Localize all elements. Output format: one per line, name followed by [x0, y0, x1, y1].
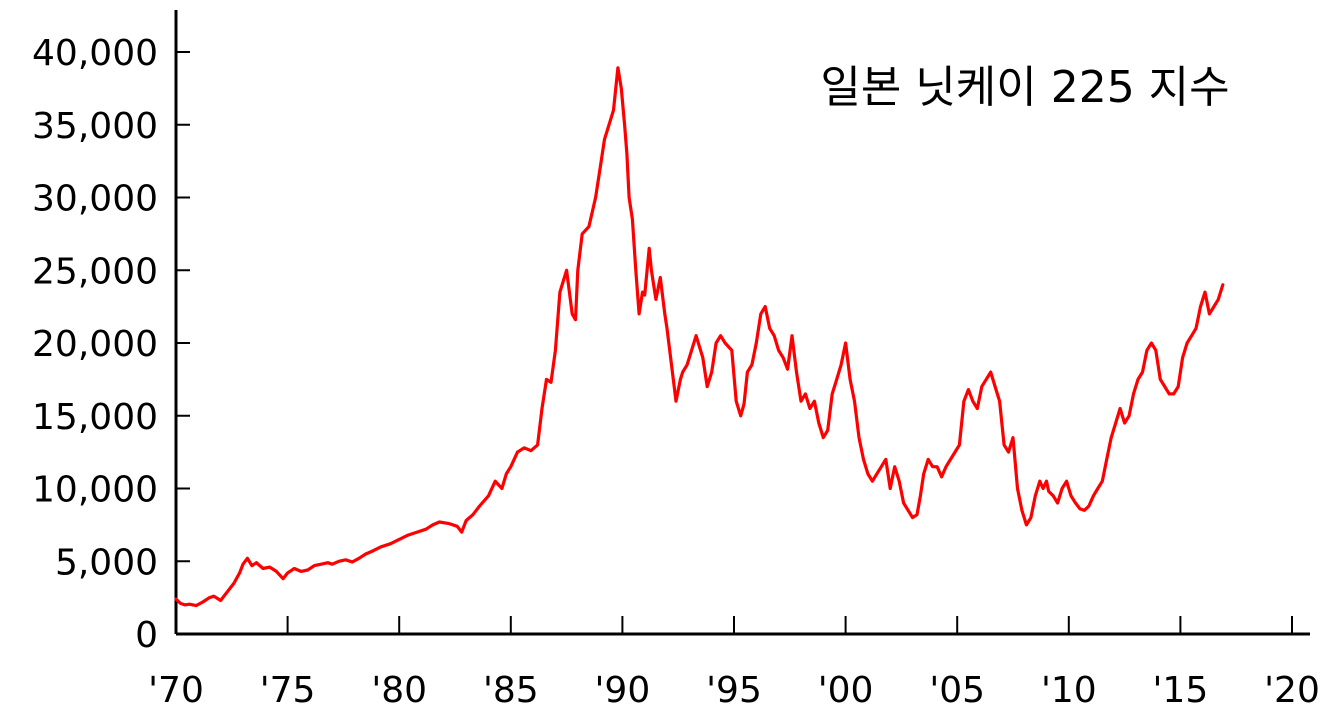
x-tick-label: '20: [1264, 670, 1320, 711]
y-tick-label: 5,000: [55, 542, 158, 583]
x-tick-label: '70: [148, 670, 204, 711]
chart-title: 일본 닛케이 225 지수: [820, 62, 1229, 113]
y-tick-label: 10,000: [32, 470, 158, 511]
x-tick-label: '85: [483, 670, 539, 711]
y-tick-label: 30,000: [32, 179, 158, 220]
x-tick-label: '90: [595, 670, 651, 711]
y-tick-label: 15,000: [32, 397, 158, 438]
series-line: [174, 66, 1225, 608]
plot-area: [174, 0, 1267, 608]
x-tick-label: '00: [818, 670, 874, 711]
x-tick-label: '05: [929, 670, 985, 711]
x-axis: '70 '75 '80 '85 '90 '95 '00 '05 '10 '15 '20: [148, 616, 1320, 711]
y-tick-label: 40,000: [32, 33, 158, 74]
y-tick-label: 25,000: [32, 251, 158, 292]
x-tick-label: '15: [1153, 670, 1209, 711]
y-tick-label: 20,000: [32, 324, 158, 365]
y-axis: 0 5,000 10,000 15,000 20,000 25,000 30,000 35,0…: [32, 10, 190, 656]
x-tick-label: '80: [371, 670, 427, 711]
y-tick-label: 35,000: [32, 106, 158, 147]
x-tick-label: '75: [260, 670, 316, 711]
y-tick-label: 0: [135, 615, 158, 656]
x-tick-label: '10: [1041, 670, 1097, 711]
x-tick-label: '95: [706, 670, 762, 711]
